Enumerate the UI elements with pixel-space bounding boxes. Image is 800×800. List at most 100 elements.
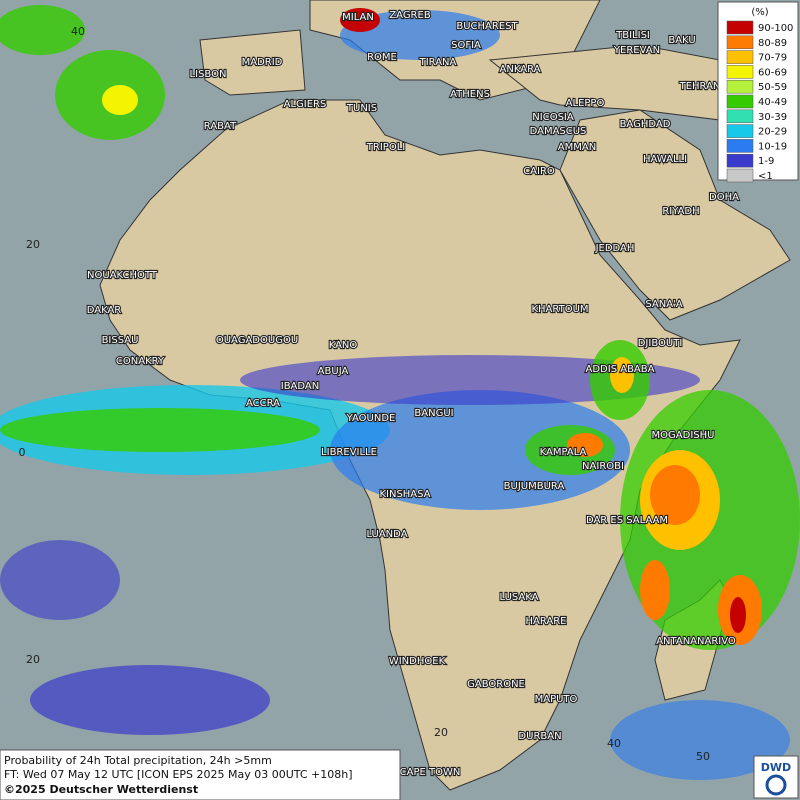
city-label: BAGHDAD — [620, 119, 671, 130]
legend-swatch — [726, 65, 754, 79]
city-label: NICOSIA — [532, 112, 574, 123]
legend-swatch — [726, 94, 754, 109]
legend-swatch — [726, 20, 754, 35]
city-label: DOHA — [709, 192, 739, 203]
caption: Probability of 24h Total precipitation, … — [0, 749, 401, 800]
city-label: CAPE TOWN — [400, 767, 461, 778]
city-label: ROME — [367, 52, 397, 63]
city-label: TRIPOLI — [366, 142, 405, 153]
city-label: TIRANA — [419, 57, 457, 68]
city-label: SANA'A — [645, 299, 682, 310]
city-label: ADDIS ABABA — [586, 364, 655, 375]
city-label: ALGIERS — [284, 99, 327, 110]
city-label: TUNIS — [346, 103, 377, 114]
grid-label: 0 — [19, 446, 26, 459]
city-label: KHARTOUM — [531, 304, 588, 315]
grid-label: 20 — [434, 726, 448, 739]
city-label: MILAN — [342, 12, 374, 23]
legend-swatch — [726, 139, 754, 153]
city-label: LIBREVILLE — [321, 447, 377, 458]
legend-label: 60-69 — [758, 67, 787, 78]
legend-label: 70-79 — [758, 53, 787, 64]
city-label: HARARE — [525, 616, 566, 627]
grid-label: 20 — [26, 238, 40, 251]
legend-label: 80-89 — [758, 38, 787, 49]
city-label: ABUJA — [318, 366, 349, 377]
city-label: ACCRA — [246, 398, 280, 409]
city-label: YEREVAN — [613, 45, 660, 56]
city-labels: MILAN ZAGREB BUCHAREST TBILISI BAKU SOFIA YERE… — [86, 9, 741, 779]
city-label: DURBAN — [518, 731, 561, 742]
city-label: MAPUTO — [535, 694, 578, 705]
city-label: JEDDAH — [595, 243, 635, 254]
legend-label: 30-39 — [758, 112, 787, 123]
city-label: BUCHAREST — [456, 21, 518, 32]
city-label: BUJUMBURA — [504, 481, 565, 492]
caption-line: ©2025 Deutscher Wetterdienst — [4, 783, 198, 796]
grid-label: 40 — [607, 737, 621, 750]
city-label: NOUAKCHOTT — [87, 270, 158, 281]
legend: (%) 90-100 80-89 70-79 60-69 50-59 40-49 30-39… — [717, 1, 799, 183]
city-label: ANKARA — [500, 64, 541, 75]
city-label: OUAGADOUGOU — [216, 335, 298, 346]
city-label: ALEPPO — [566, 98, 605, 109]
city-label: TBILISI — [615, 30, 650, 41]
city-label: WINDHOEK — [389, 656, 446, 667]
city-label: ZAGREB — [389, 10, 431, 21]
city-label: GABORONE — [467, 679, 525, 690]
legend-label: 20-29 — [758, 127, 787, 138]
city-label: SOFIA — [451, 40, 481, 51]
logo: DWD — [753, 755, 799, 799]
city-label: BISSAU — [102, 335, 139, 346]
city-label: LUANDA — [366, 529, 407, 540]
city-label: HAWALLI — [643, 154, 687, 165]
city-label: ANTANANARIVO — [656, 636, 736, 647]
legend-swatch — [726, 153, 754, 168]
city-label: DAKAR — [87, 305, 122, 316]
city-label: MADRID — [242, 57, 283, 68]
logo-mark — [765, 774, 787, 796]
city-label: KAMPALA — [540, 447, 587, 458]
city-label: TEHRAN — [679, 81, 721, 92]
city-label: NAIROBI — [582, 461, 624, 472]
legend-swatch — [726, 124, 754, 138]
city-label: BAKU — [668, 35, 695, 46]
legend-swatch — [726, 109, 754, 124]
city-label: IBADAN — [281, 381, 320, 392]
logo-text: DWD — [761, 761, 791, 774]
grid-label: 20 — [26, 653, 40, 666]
legend-label: 1-9 — [758, 156, 774, 167]
caption-line: FT: Wed 07 May 12 UTC [ICON EPS 2025 May… — [4, 768, 353, 781]
grid-label: 40 — [71, 25, 85, 38]
city-label: RABAT — [204, 121, 237, 132]
city-label: CONAKRY — [116, 356, 165, 367]
city-label: CAIRO — [523, 166, 555, 177]
city-label: DAR ES SALAAM — [586, 515, 668, 526]
caption-line: Probability of 24h Total precipitation, … — [4, 754, 272, 767]
city-label: RIYADH — [662, 206, 699, 217]
city-label: ATHENS — [450, 89, 490, 100]
legend-label: <1 — [758, 171, 773, 182]
city-label: MOGADISHU — [652, 430, 715, 441]
legend-swatch — [726, 35, 754, 50]
city-label: KINSHASA — [379, 489, 430, 500]
grid-labels: 40 20 0 20 20 40 50 — [19, 25, 711, 763]
precipitation — [0, 5, 800, 780]
legend-swatch — [726, 79, 754, 94]
legend-label: 50-59 — [758, 82, 787, 93]
legend-swatch — [726, 50, 754, 64]
legend-label: 40-49 — [758, 97, 787, 108]
city-label: LISBON — [190, 69, 227, 80]
city-label: LUSAKA — [500, 592, 539, 603]
grid-label: 50 — [696, 750, 710, 763]
city-label: AMMAN — [558, 142, 596, 153]
caption-box — [0, 749, 401, 800]
legend-label: 90-100 — [758, 23, 793, 34]
legend-label: 10-19 — [758, 141, 787, 152]
city-label: KANO — [329, 340, 358, 351]
city-label: DAMASCUS — [530, 126, 587, 137]
legend-unit: (%) — [751, 7, 768, 18]
legend-swatch — [726, 168, 754, 183]
city-label: YAOUNDE — [346, 413, 396, 424]
